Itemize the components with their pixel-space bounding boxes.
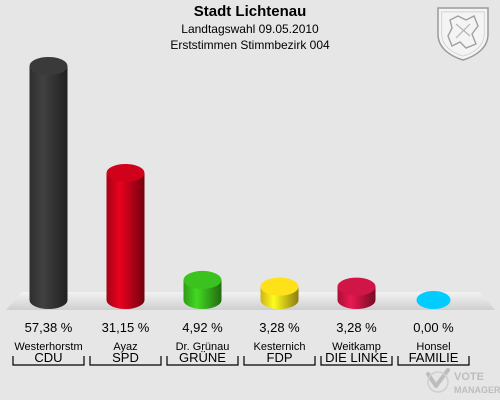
bar-familie bbox=[416, 291, 451, 309]
party-label: FDP bbox=[267, 350, 293, 365]
vote-manager-logo: VOTE MANAGER bbox=[426, 368, 500, 395]
value-label: 0,00 % bbox=[413, 320, 454, 335]
value-label: 31,15 % bbox=[102, 320, 150, 335]
candidate-label: Kesternich bbox=[254, 341, 306, 353]
candidate-label: Weitkamp bbox=[332, 341, 381, 353]
svg-text:VOTE: VOTE bbox=[454, 371, 484, 383]
party-label: FAMILIE bbox=[409, 350, 459, 365]
party-bracket bbox=[243, 356, 316, 366]
party-label: CDU bbox=[34, 350, 62, 365]
value-label: 4,92 % bbox=[182, 320, 223, 335]
candidate-label: Dr. Grünau bbox=[176, 341, 230, 353]
candidate-label: Westerhorstm bbox=[14, 341, 82, 353]
candidate-label: Ayaz bbox=[113, 341, 137, 353]
bar-spd bbox=[106, 163, 145, 309]
party-bracket bbox=[397, 356, 470, 366]
value-label: 57,38 % bbox=[25, 320, 73, 335]
coat-of-arms-icon bbox=[437, 7, 489, 61]
party-label: SPD bbox=[112, 350, 139, 365]
bar-grüne bbox=[183, 270, 222, 309]
party-label: DIE LINKE bbox=[325, 350, 388, 365]
value-label: 3,28 % bbox=[336, 320, 377, 335]
value-label: 3,28 % bbox=[259, 320, 300, 335]
bar-fdp bbox=[260, 277, 299, 309]
chart-subtitle-district: Erststimmen Stimmbezirk 004 bbox=[170, 38, 330, 52]
party-bracket bbox=[166, 356, 239, 366]
bar-die-linke bbox=[337, 277, 376, 309]
party-bracket bbox=[12, 356, 85, 366]
party-bracket bbox=[320, 356, 393, 366]
party-bracket bbox=[89, 356, 162, 366]
bar-cdu bbox=[29, 57, 68, 309]
chart-title: Stadt Lichtenau bbox=[193, 3, 307, 20]
chart-subtitle-election: Landtagswahl 09.05.2010 bbox=[181, 22, 319, 36]
party-label: GRÜNE bbox=[179, 350, 226, 365]
svg-text:MANAGER: MANAGER bbox=[454, 385, 500, 395]
candidate-label: Honsel bbox=[416, 341, 450, 353]
